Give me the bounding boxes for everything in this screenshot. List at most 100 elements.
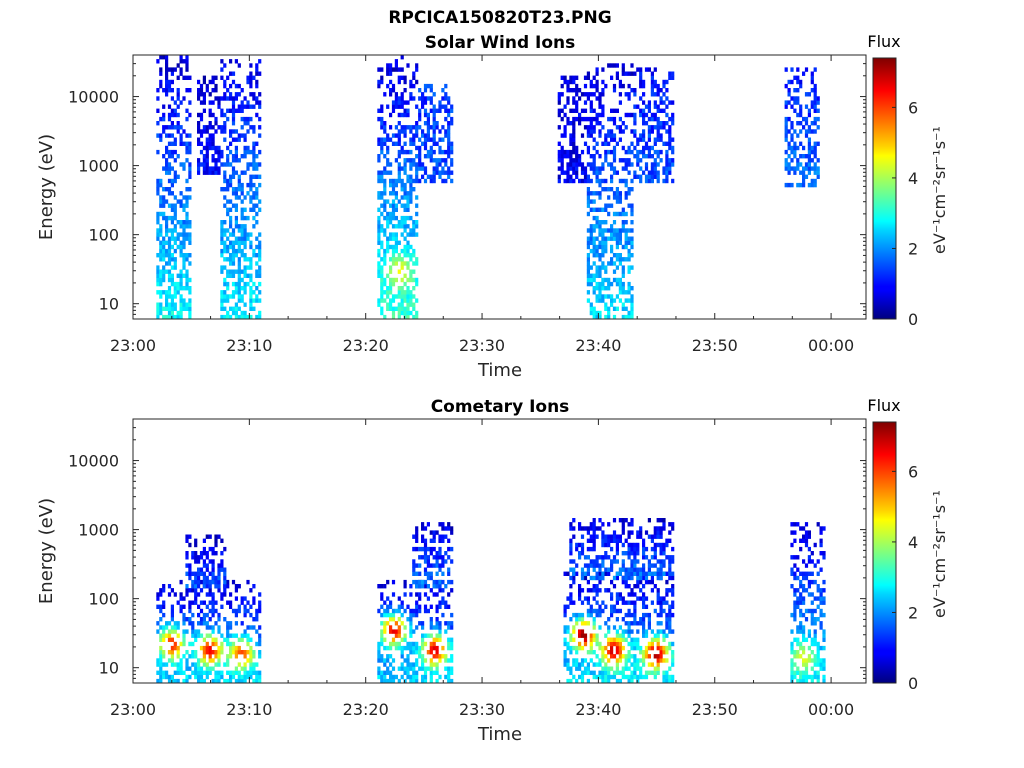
spectrogram-cell — [237, 92, 241, 97]
spectrogram-cell — [807, 571, 811, 576]
spectrogram-cell — [665, 645, 669, 651]
spectrogram-cell — [653, 670, 657, 675]
spectrogram-cell — [560, 133, 564, 138]
spectrogram-cell — [397, 220, 401, 225]
spectrogram-cell — [793, 145, 797, 151]
spectrogram-cell — [624, 658, 628, 663]
spectrogram-cell — [220, 187, 224, 192]
spectrogram-cell — [246, 608, 250, 614]
spectrogram-cell — [647, 567, 651, 572]
spectrogram-cell — [167, 306, 172, 311]
spectrogram-cell — [601, 244, 605, 250]
spectrogram-cell — [243, 224, 247, 229]
spectrogram-cell — [421, 546, 425, 552]
spectrogram-cell — [182, 228, 186, 233]
spectrogram-cell — [409, 187, 413, 192]
spectrogram-cell — [229, 220, 233, 225]
spectrogram-cell — [403, 75, 407, 80]
spectrogram-cell — [170, 178, 174, 184]
spectrogram-cell — [607, 522, 611, 527]
spectrogram-cell — [258, 244, 262, 250]
spectrogram-cell — [170, 310, 174, 316]
spectrogram-cell — [165, 228, 169, 233]
spectrogram-cell — [415, 678, 419, 684]
spectrogram-cell — [822, 588, 826, 593]
spectrogram-cell — [630, 178, 634, 184]
spectrogram-cell — [165, 187, 169, 192]
spectrogram-cell — [240, 191, 244, 196]
spectrogram-cell — [389, 191, 393, 196]
spectrogram-cell — [793, 166, 797, 171]
spectrogram-cell — [165, 224, 169, 229]
spectrogram-cell — [182, 59, 186, 64]
spectrogram-cell — [383, 215, 387, 221]
spectrogram-cell — [394, 674, 398, 680]
spectrogram-cell — [252, 141, 256, 146]
spectrogram-cell — [412, 224, 416, 229]
spectrogram-cell — [633, 559, 637, 564]
spectrogram-cell — [432, 92, 436, 97]
y-axis-label: Energy (eV) — [36, 134, 57, 240]
spectrogram-cell — [234, 108, 238, 113]
spectrogram-cell — [170, 166, 174, 171]
spectrogram-cell — [406, 174, 410, 179]
spectrogram-cell — [170, 253, 174, 258]
spectrogram-cell — [578, 121, 582, 126]
spectrogram-cell — [421, 129, 425, 134]
spectrogram-cell — [258, 182, 262, 188]
spectrogram-cell — [229, 59, 233, 64]
spectrogram-cell — [665, 670, 669, 675]
y-tick-label: 10 — [99, 295, 119, 314]
spectrogram-cell — [662, 600, 666, 605]
spectrogram-cell — [784, 158, 788, 163]
spectrogram-cell — [197, 158, 201, 163]
spectrogram-cell — [179, 608, 183, 614]
spectrogram-cell — [386, 158, 390, 163]
spectrogram-cell — [816, 559, 820, 564]
spectrogram-cell — [249, 244, 253, 250]
spectrogram-cell — [639, 567, 643, 572]
spectrogram-cell — [656, 662, 660, 667]
spectrogram-cell — [391, 215, 396, 221]
spectrogram-cell — [377, 302, 381, 307]
spectrogram-cell — [165, 633, 169, 638]
spectrogram-cell — [377, 191, 381, 196]
spectrogram-cell — [816, 584, 820, 589]
spectrogram-cell — [592, 530, 596, 535]
spectrogram-cell — [170, 236, 174, 241]
spectrogram-cell — [813, 654, 817, 659]
spectrogram-cell — [598, 104, 602, 109]
spectrogram-cell — [447, 170, 451, 175]
spectrogram-cell — [412, 137, 416, 142]
spectrogram-cell — [624, 125, 628, 130]
spectrogram-cell — [170, 629, 174, 634]
spectrogram-cell — [578, 645, 582, 651]
spectrogram-cell — [403, 162, 407, 167]
spectrogram-cell — [258, 232, 262, 237]
spectrogram-cell — [185, 63, 189, 68]
spectrogram-cell — [220, 253, 224, 258]
spectrogram-cell — [165, 162, 169, 167]
spectrogram-cell — [642, 650, 646, 655]
spectrogram-cell — [659, 571, 663, 576]
spectrogram-cell — [409, 228, 413, 233]
spectrogram-cell — [159, 670, 163, 675]
spectrogram-cell — [400, 100, 404, 105]
spectrogram-cell — [668, 538, 672, 543]
spectrogram-cell — [182, 236, 186, 241]
spectrogram-cell — [389, 220, 393, 225]
spectrogram-cell — [415, 145, 419, 151]
spectrogram-cell — [618, 608, 622, 614]
spectrogram-cell — [383, 129, 387, 134]
spectrogram-cell — [653, 674, 657, 680]
spectrogram-cell — [191, 662, 195, 667]
spectrogram-cell — [604, 551, 608, 556]
spectrogram-cell — [415, 79, 419, 85]
spectrogram-cell — [237, 187, 241, 192]
spectrogram-cell — [438, 149, 442, 155]
spectrogram-cell — [162, 290, 166, 295]
spectrogram-cell — [249, 670, 253, 675]
spectrogram-cell — [246, 625, 250, 630]
spectrogram-cell — [421, 658, 425, 663]
spectrogram-cell — [624, 567, 628, 572]
